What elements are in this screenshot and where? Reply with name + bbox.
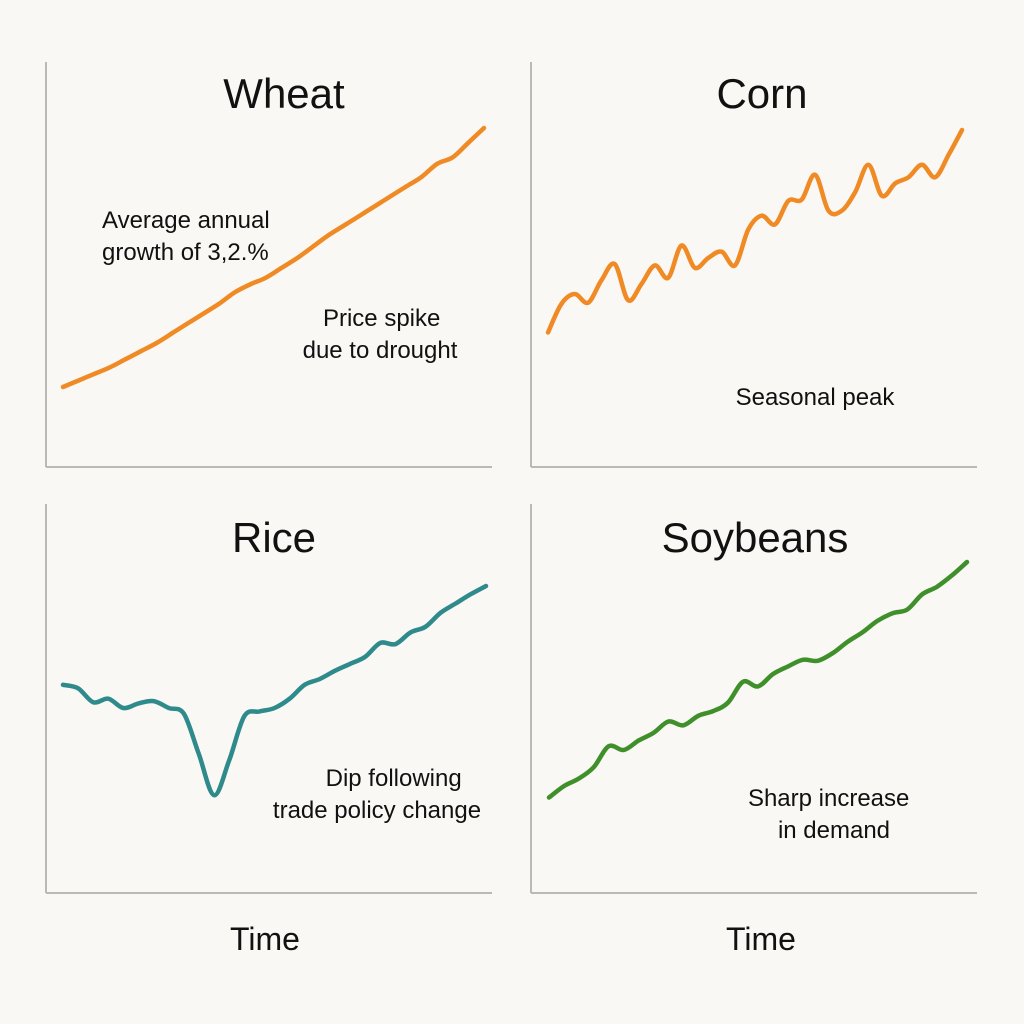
panel-corn: Corn Seasonal peak — [530, 62, 977, 468]
panel-title: Rice — [232, 514, 316, 561]
x-axis-label: Time — [726, 921, 796, 957]
annotation-line: Dip following — [326, 765, 462, 792]
series-line-soybeans — [546, 559, 970, 800]
x-axis-label: Time — [230, 921, 300, 957]
panel-title: Soybeans — [662, 514, 849, 561]
panel-soybeans: Soybeans Sharp increase in demand Time — [530, 504, 977, 957]
annotation-line: trade policy change — [273, 797, 481, 824]
annotation-line: in demand — [778, 817, 890, 844]
annotation-growth: Average annual growth of 3,2.% — [102, 207, 276, 266]
series-line-corn — [545, 127, 965, 335]
annotation-price-spike: Price spike due to drought — [303, 305, 458, 364]
annotation-line: Sharp increase — [748, 785, 909, 812]
annotation-sharp-increase: Sharp increase in demand — [748, 785, 916, 844]
annotation-dip: Dip following trade policy change — [273, 765, 481, 824]
annotation-line: growth of 3,2.% — [102, 239, 269, 266]
annotation-line: Average annual — [102, 207, 270, 234]
panel-title: Corn — [716, 70, 807, 117]
annotation-line: due to drought — [303, 337, 458, 364]
panel-rice: Rice Dip following trade policy change T… — [45, 504, 492, 957]
panel-wheat: Wheat Average annual growth of 3,2.% Pri… — [45, 62, 492, 468]
annotation-line: Price spike — [323, 305, 440, 332]
series-line-wheat — [60, 125, 487, 390]
panel-title: Wheat — [223, 70, 345, 117]
series-line-rice — [60, 583, 489, 798]
annotation-seasonal-peak: Seasonal peak — [736, 384, 896, 411]
